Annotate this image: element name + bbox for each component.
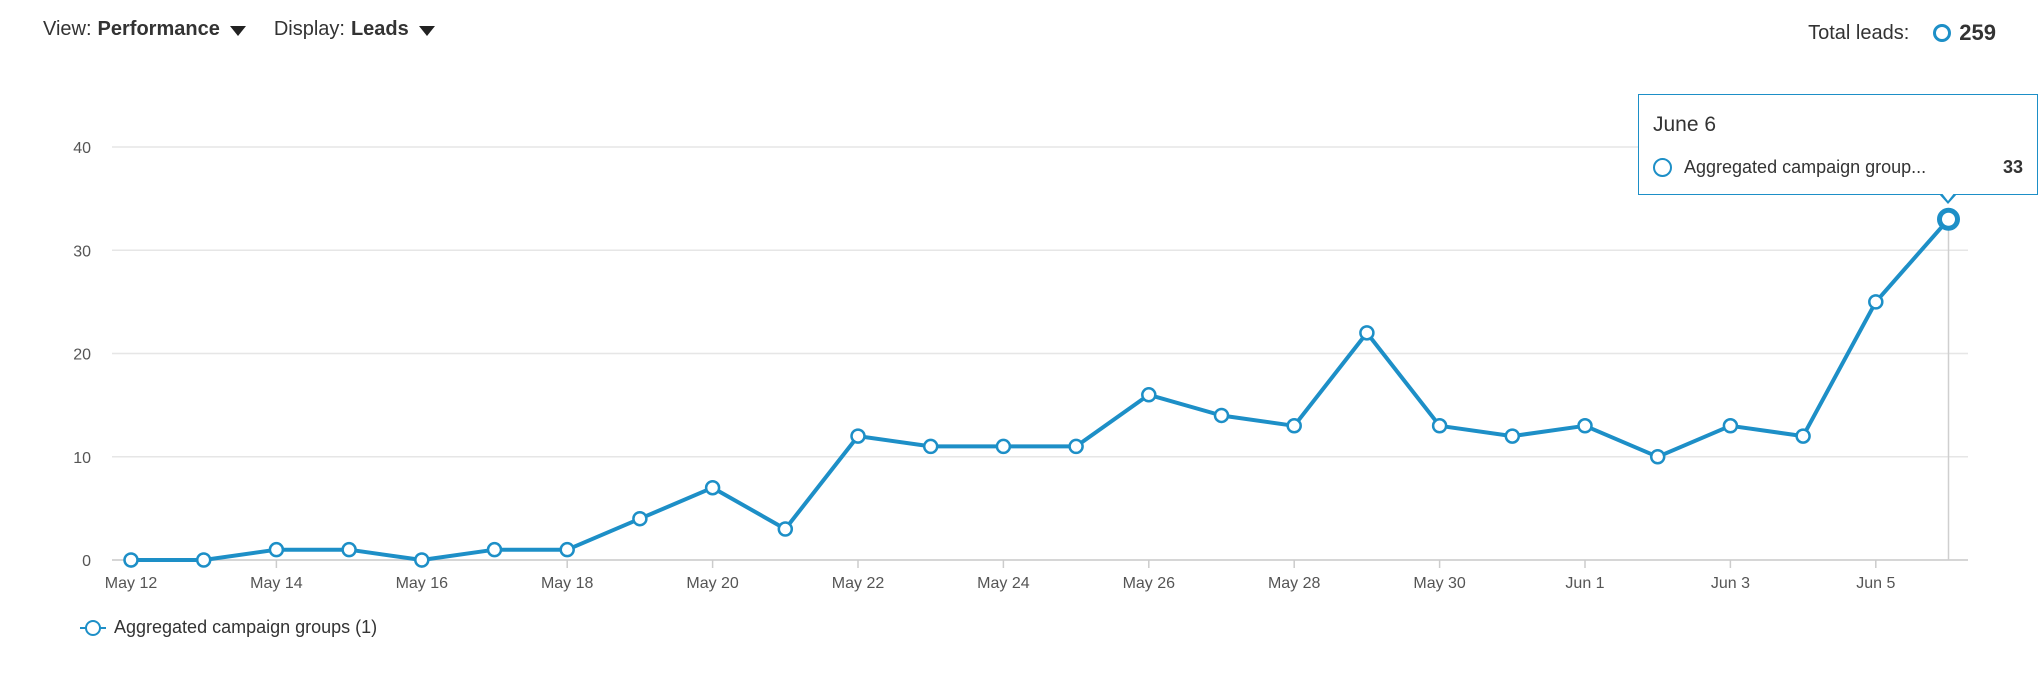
data-point[interactable] xyxy=(341,541,357,558)
y-axis: 0 10 20 30 40 xyxy=(73,140,91,570)
tooltip-arrow-fill xyxy=(1941,192,1955,201)
data-point-highlighted[interactable] xyxy=(1937,207,1960,231)
x-tick-label: May 26 xyxy=(1123,575,1176,592)
tooltip-row: Aggregated campaign group... 33 xyxy=(1653,157,2023,178)
y-tick-label: 40 xyxy=(73,140,91,157)
data-point[interactable] xyxy=(1141,387,1157,403)
series-marker-icon xyxy=(1653,158,1672,177)
display-dropdown[interactable]: Display: Leads xyxy=(274,18,435,41)
x-axis: May 12 May 14 May 16 May 18 May 20 May 22 May … xyxy=(105,560,1895,592)
y-tick-label: 20 xyxy=(73,347,91,364)
x-tick-label: May 22 xyxy=(832,575,885,592)
data-point[interactable] xyxy=(414,552,430,568)
series-line xyxy=(131,217,1951,562)
y-tick-label: 0 xyxy=(82,553,91,570)
data-point[interactable] xyxy=(1213,407,1230,424)
data-point[interactable] xyxy=(1868,294,1884,310)
tooltip-date: June 6 xyxy=(1653,113,1717,136)
data-point[interactable] xyxy=(995,438,1012,455)
x-tick-label: May 28 xyxy=(1268,575,1321,592)
x-tick-label: May 16 xyxy=(396,575,449,592)
data-point[interactable] xyxy=(1504,428,1521,444)
data-point[interactable] xyxy=(268,541,285,558)
data-point[interactable] xyxy=(559,541,575,558)
data-point[interactable] xyxy=(1577,418,1593,434)
data-point[interactable] xyxy=(486,541,503,558)
x-tick-label: Jun 5 xyxy=(1856,575,1895,592)
total-leads: Total leads: 259 xyxy=(1808,20,1996,46)
data-point[interactable] xyxy=(1795,428,1811,444)
y-tick-label: 10 xyxy=(73,450,91,467)
data-point[interactable] xyxy=(850,428,866,444)
chart-toolbar: View: Performance Display: Leads xyxy=(43,18,435,41)
legend-marker-icon xyxy=(80,618,106,638)
data-point[interactable] xyxy=(632,510,648,527)
display-value: Leads xyxy=(350,18,409,40)
tooltip-value: 33 xyxy=(2002,157,2023,177)
data-point[interactable] xyxy=(1431,418,1448,434)
grid-lines xyxy=(112,146,1968,561)
data-point[interactable] xyxy=(1359,325,1375,341)
x-tick-label: May 14 xyxy=(250,575,303,592)
data-point[interactable] xyxy=(1068,438,1084,455)
view-label: View: xyxy=(43,18,92,40)
x-tick-label: May 20 xyxy=(686,575,739,592)
x-tick-label: May 30 xyxy=(1413,575,1466,592)
chart-legend[interactable]: Aggregated campaign groups (1) xyxy=(80,617,377,638)
chart-tooltip: June 6 Aggregated campaign group... 33 xyxy=(1638,94,2038,195)
x-tick-label: Jun 3 xyxy=(1711,575,1750,592)
data-point[interactable] xyxy=(1649,449,1666,465)
display-label: Display: xyxy=(273,18,345,40)
caret-down-icon xyxy=(418,25,435,36)
data-point[interactable] xyxy=(777,521,794,537)
series-marker-icon xyxy=(1933,24,1952,42)
data-point[interactable] xyxy=(922,438,939,455)
data-points xyxy=(123,207,1960,568)
total-leads-value: 259 xyxy=(1959,20,1996,45)
view-dropdown[interactable]: View: Performance xyxy=(43,18,246,41)
total-leads-label: Total leads: xyxy=(1808,21,1910,44)
x-tick-label: May 18 xyxy=(541,575,594,592)
data-point[interactable] xyxy=(123,552,139,568)
view-value: Performance xyxy=(97,18,220,40)
data-point[interactable] xyxy=(1722,418,1739,434)
data-point[interactable] xyxy=(1286,418,1302,434)
data-point[interactable] xyxy=(704,479,721,496)
x-tick-label: May 24 xyxy=(977,575,1030,592)
y-tick-label: 30 xyxy=(73,243,91,260)
x-tick-label: Jun 1 xyxy=(1565,575,1604,592)
x-tick-label: May 12 xyxy=(105,575,158,592)
legend-label: Aggregated campaign groups (1) xyxy=(114,617,378,637)
tooltip-series-label: Aggregated campaign group... xyxy=(1684,157,1927,177)
data-point[interactable] xyxy=(195,552,212,568)
caret-down-icon xyxy=(229,25,246,36)
